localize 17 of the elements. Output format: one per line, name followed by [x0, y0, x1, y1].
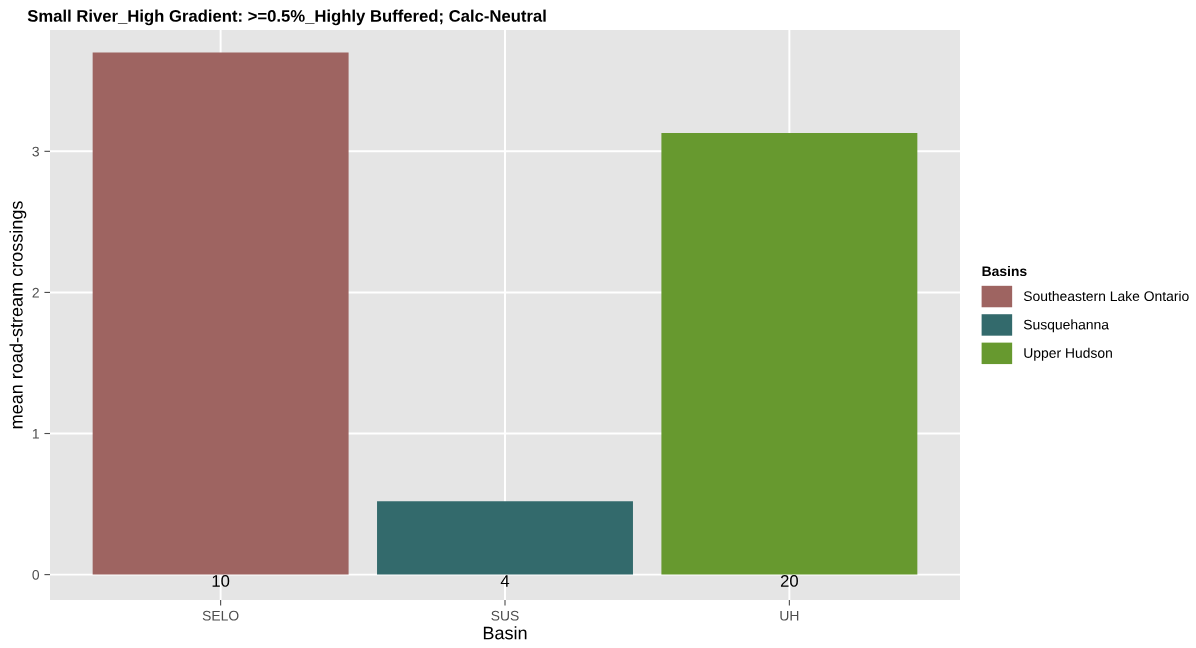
y-tick-label: 1 — [32, 428, 39, 439]
legend-label: Upper Hudson — [1024, 347, 1112, 361]
y-axis-title: mean road-stream crossings — [9, 201, 27, 429]
annotation: 4 — [500, 575, 510, 587]
x-tick-label: UH — [780, 610, 799, 621]
legend-label: Southeastern Lake Ontario — [1023, 290, 1189, 302]
y-tick-label: 0 — [32, 569, 40, 580]
annotation: 20 — [780, 575, 798, 587]
y-tick-label: 3 — [32, 146, 39, 157]
legend-label: Susquehanna — [1023, 319, 1109, 333]
x-tick-label: SELO — [202, 610, 239, 621]
annotation: 10 — [212, 575, 230, 587]
y-tick-label: 2 — [32, 287, 39, 298]
x-tick-label: SUS — [491, 610, 519, 621]
legend-title: Basins — [982, 265, 1027, 277]
x-axis-title: Basin — [483, 626, 527, 640]
chart-title: Small River_High Gradient: >=0.5%_Highly Buffered; Calc-Neutral — [27, 9, 546, 26]
